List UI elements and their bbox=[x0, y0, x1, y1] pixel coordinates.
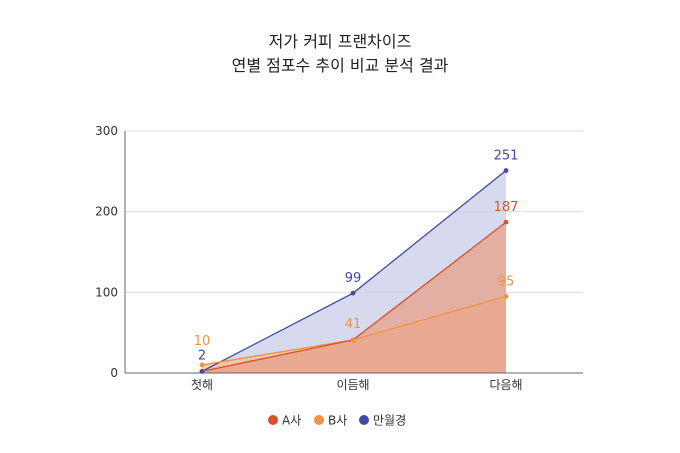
legend-marker bbox=[314, 415, 324, 425]
data-point bbox=[199, 368, 205, 374]
data-point bbox=[503, 293, 509, 299]
data-label: 41 bbox=[345, 317, 362, 332]
chart-title: 저가 커피 프랜차이즈 연별 점포수 추이 비교 분석 결과 bbox=[232, 32, 449, 75]
chart-title-line-2: 연별 점포수 추이 비교 분석 결과 bbox=[232, 56, 449, 75]
legend-label: 만월경 bbox=[373, 414, 406, 428]
chart-title-line-1: 저가 커피 프랜차이즈 bbox=[269, 32, 412, 51]
data-point bbox=[350, 290, 356, 296]
y-tick-label: 100 bbox=[95, 285, 118, 299]
y-tick-label: 200 bbox=[95, 205, 118, 219]
legend-label: B사 bbox=[328, 414, 347, 428]
y-tick-label: 300 bbox=[95, 124, 118, 138]
x-tick-label: 다음해 bbox=[489, 378, 522, 392]
x-tick-label: 이듬해 bbox=[336, 378, 369, 392]
data-point bbox=[503, 219, 509, 225]
data-point bbox=[350, 337, 356, 343]
legend-marker bbox=[359, 415, 369, 425]
data-label: 95 bbox=[498, 274, 515, 289]
data-label: 10 bbox=[194, 334, 211, 349]
series-areas bbox=[202, 170, 506, 373]
x-tick-label: 첫해 bbox=[191, 378, 213, 392]
data-label: 2 bbox=[198, 348, 206, 363]
series-points bbox=[199, 168, 509, 374]
data-label: 251 bbox=[494, 149, 519, 164]
area-1 bbox=[202, 222, 506, 373]
data-point bbox=[199, 362, 205, 368]
data-point bbox=[503, 168, 509, 173]
data-label: 99 bbox=[345, 271, 362, 286]
y-tick-label: 0 bbox=[110, 366, 118, 380]
legend-label: A사 bbox=[282, 414, 301, 428]
legend: A사 B사 만월경 bbox=[268, 414, 406, 428]
data-labels: 102 41 99 187 95 251 bbox=[194, 149, 519, 364]
data-label: 187 bbox=[494, 200, 519, 215]
legend-marker bbox=[268, 415, 278, 425]
